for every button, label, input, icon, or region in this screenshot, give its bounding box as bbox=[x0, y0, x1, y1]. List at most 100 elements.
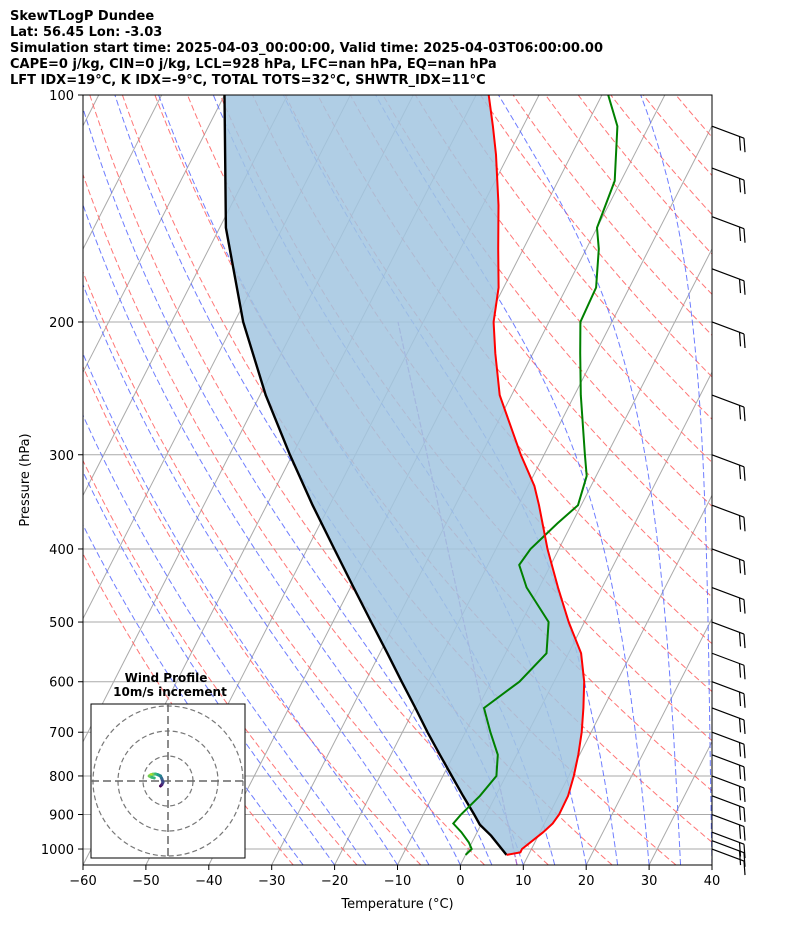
x-tick-label: −10 bbox=[384, 874, 411, 889]
wind-barb-flag bbox=[743, 633, 746, 649]
wind-barb-flag bbox=[743, 826, 746, 841]
y-tick-label: 200 bbox=[49, 316, 74, 331]
x-axis-label: Temperature (°C) bbox=[340, 897, 453, 912]
wind-barb-shaft bbox=[711, 621, 745, 635]
wind-barb-shaft bbox=[711, 125, 745, 139]
wind-barb-flag bbox=[743, 852, 746, 867]
wind-barb-flag bbox=[743, 228, 746, 243]
wind-barb-flag bbox=[743, 466, 746, 481]
wind-barb bbox=[711, 831, 746, 859]
wind-barb-flag bbox=[738, 405, 742, 420]
wind-barb-shaft bbox=[711, 167, 745, 181]
wind-barb-shaft bbox=[711, 775, 745, 789]
title-line-5: LFT IDX=19°C, K IDX=-9°C, TOTAL TOTS=32°… bbox=[10, 73, 486, 88]
dry-adiabat bbox=[447, 95, 712, 420]
wind-barb bbox=[711, 621, 746, 649]
wind-barb bbox=[711, 454, 746, 481]
wind-barb-flag bbox=[738, 279, 742, 294]
wind-barb-flag bbox=[738, 632, 742, 647]
dry-adiabat bbox=[545, 95, 712, 296]
wind-barb-shaft bbox=[711, 586, 745, 601]
wind-barb-shaft bbox=[711, 504, 745, 518]
isotherm-line bbox=[711, 863, 712, 865]
wind-barb-shaft bbox=[711, 216, 745, 230]
wind-barb-flag bbox=[743, 333, 746, 349]
temperature-profile-line bbox=[487, 95, 586, 856]
y-tick-label: 600 bbox=[49, 676, 74, 691]
wind-barb-shaft bbox=[711, 813, 745, 828]
wind-barb-flag bbox=[743, 665, 746, 680]
wind-barb-flag bbox=[743, 560, 746, 576]
x-tick-label: −40 bbox=[195, 874, 222, 889]
wind-barb-shaft bbox=[711, 321, 745, 335]
wind-barb-flag bbox=[743, 599, 746, 614]
wind-barb-flag bbox=[738, 136, 742, 151]
isotherm-line bbox=[83, 95, 100, 127]
wind-barb bbox=[711, 504, 746, 532]
wind-barb-flag bbox=[738, 332, 742, 347]
wind-barb-flag bbox=[738, 824, 742, 839]
wind-barb-flag bbox=[743, 517, 746, 532]
wind-barb-flag bbox=[743, 693, 746, 708]
wind-barb-flag bbox=[743, 407, 746, 422]
title-line-1: SkewTLogP Dundee bbox=[10, 9, 155, 24]
wind-barb-flag bbox=[738, 806, 742, 821]
hodograph-subtitle: 10m/s increment bbox=[113, 685, 227, 699]
wind-barb-flag bbox=[743, 138, 746, 153]
wind-barb-shaft bbox=[711, 840, 745, 854]
wind-barb bbox=[711, 321, 746, 349]
moist-adiabat bbox=[83, 523, 304, 865]
moist-adiabat bbox=[83, 352, 398, 865]
wind-barb-shaft bbox=[711, 831, 745, 845]
wind-barb-flag bbox=[738, 692, 742, 707]
dry-adiabat bbox=[577, 95, 712, 255]
y-tick-label: 1000 bbox=[41, 843, 74, 858]
wind-barb-flag bbox=[738, 559, 742, 574]
title-line-4: CAPE=0 j/kg, CIN=0 j/kg, LCL=928 hPa, LF… bbox=[10, 57, 497, 72]
moist-adiabat bbox=[83, 283, 430, 865]
dry-adiabat bbox=[610, 95, 712, 216]
wind-barb-flag bbox=[738, 465, 742, 480]
wind-barb bbox=[711, 754, 746, 781]
wind-barb-flag bbox=[743, 807, 746, 822]
wind-barb-flag bbox=[738, 597, 742, 612]
dry-adiabat bbox=[252, 95, 712, 693]
moist-adiabat bbox=[83, 470, 336, 865]
wind-barb-shaft bbox=[711, 848, 745, 862]
dry-adiabat bbox=[642, 95, 712, 177]
wind-barb bbox=[711, 775, 746, 802]
wind-barb-flag bbox=[743, 744, 746, 759]
wind-barb bbox=[711, 268, 746, 295]
axes: −60 −50 −40 −30 −20 −10 0 10 20 30 40 100 200 300 400 5… bbox=[18, 89, 720, 912]
wind-barb-flag bbox=[738, 742, 742, 757]
x-tick-label: −50 bbox=[132, 874, 159, 889]
moist-adiabat bbox=[83, 106, 493, 865]
dry-adiabat bbox=[83, 365, 422, 865]
isotherm-line bbox=[83, 95, 288, 497]
wind-barb bbox=[711, 167, 746, 195]
wind-barb-flag bbox=[743, 180, 746, 195]
title-block: SkewTLogP Dundee Lat: 56.45 Lon: -3.03 S… bbox=[10, 9, 603, 89]
y-tick-label: 900 bbox=[49, 809, 74, 824]
isotherm-line bbox=[648, 740, 712, 865]
dry-adiabat bbox=[317, 95, 712, 598]
title-line-2: Lat: 56.45 Lon: -3.03 bbox=[10, 25, 163, 40]
y-tick-label: 400 bbox=[49, 543, 74, 558]
wind-barb-shaft bbox=[711, 754, 745, 768]
title-line-3: Simulation start time: 2025-04-03_00:00:… bbox=[10, 41, 603, 56]
wind-barb-flag bbox=[738, 718, 742, 733]
wind-barb-flag bbox=[743, 766, 746, 781]
wind-barb bbox=[711, 681, 746, 708]
wind-barb-shaft bbox=[711, 548, 745, 562]
dry-adiabat bbox=[349, 95, 712, 552]
wind-barb-shaft bbox=[711, 268, 745, 282]
wind-barb-shaft bbox=[711, 394, 745, 408]
dry-adiabat bbox=[83, 552, 294, 865]
wind-barb-flag bbox=[738, 851, 742, 866]
wind-barb bbox=[711, 394, 746, 422]
wind-barb bbox=[711, 731, 746, 759]
wind-barb-flag bbox=[743, 719, 746, 734]
wind-barb bbox=[711, 813, 746, 841]
